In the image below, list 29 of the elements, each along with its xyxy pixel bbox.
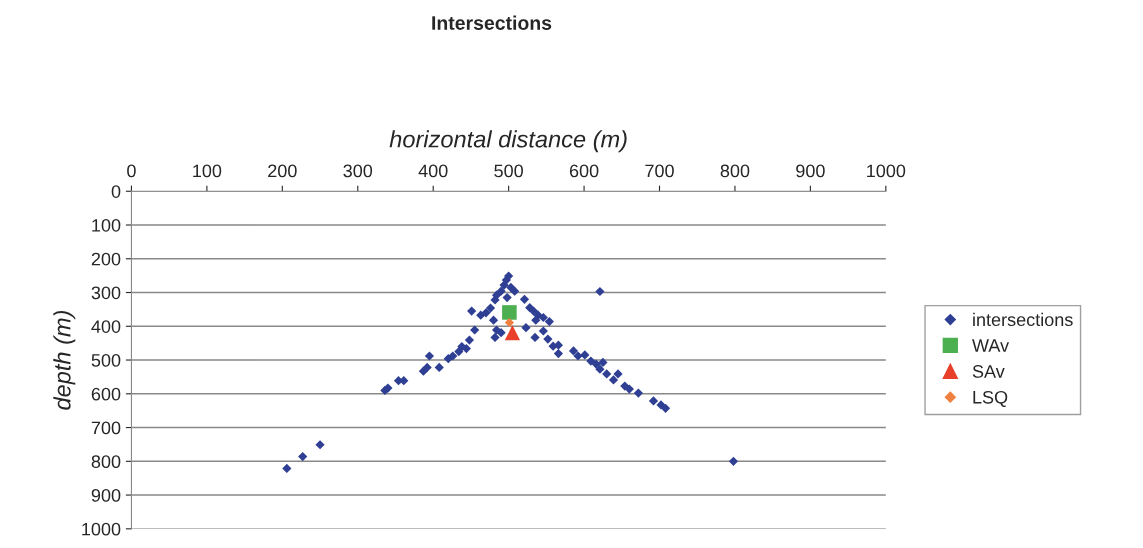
chart-title: Intersections bbox=[432, 15, 552, 30]
x-tick-label: 800 bbox=[720, 164, 750, 178]
y-tick-label: 0 bbox=[111, 185, 121, 198]
x-tick-label: 700 bbox=[645, 164, 674, 178]
y-tick-label: 800 bbox=[91, 455, 121, 469]
y-tick-label: 400 bbox=[91, 320, 121, 333]
x-tick-label: 500 bbox=[494, 164, 523, 178]
y-tick-label: 200 bbox=[91, 252, 121, 266]
x-tick-label: 0 bbox=[127, 164, 136, 178]
y-tick-label: 1000 bbox=[82, 522, 121, 536]
x-tick-label: 900 bbox=[796, 164, 825, 178]
x-axis-title: horizontal distance (m) bbox=[389, 130, 627, 153]
legend-label: intersections bbox=[973, 312, 1073, 327]
legend-label: SAv bbox=[972, 365, 1005, 378]
x-tick-label: 100 bbox=[193, 164, 222, 178]
y-tick-label: 900 bbox=[91, 489, 121, 502]
y-tick-label: 300 bbox=[91, 286, 121, 300]
x-tick-label: 1000 bbox=[867, 164, 906, 178]
legend-label: LSQ bbox=[973, 390, 1008, 407]
y-axis-title: depth (m) bbox=[53, 310, 76, 410]
x-tick-label: 400 bbox=[418, 164, 448, 178]
y-tick-label: 600 bbox=[91, 387, 121, 401]
x-tick-label: 600 bbox=[569, 164, 599, 178]
x-tick-label: 300 bbox=[343, 164, 373, 178]
legend-label: WAv bbox=[972, 339, 1010, 352]
y-tick-label: 500 bbox=[91, 353, 121, 367]
y-tick-label: 100 bbox=[92, 218, 121, 232]
y-tick-label: 700 bbox=[91, 421, 121, 435]
x-tick-label: 200 bbox=[268, 164, 297, 178]
